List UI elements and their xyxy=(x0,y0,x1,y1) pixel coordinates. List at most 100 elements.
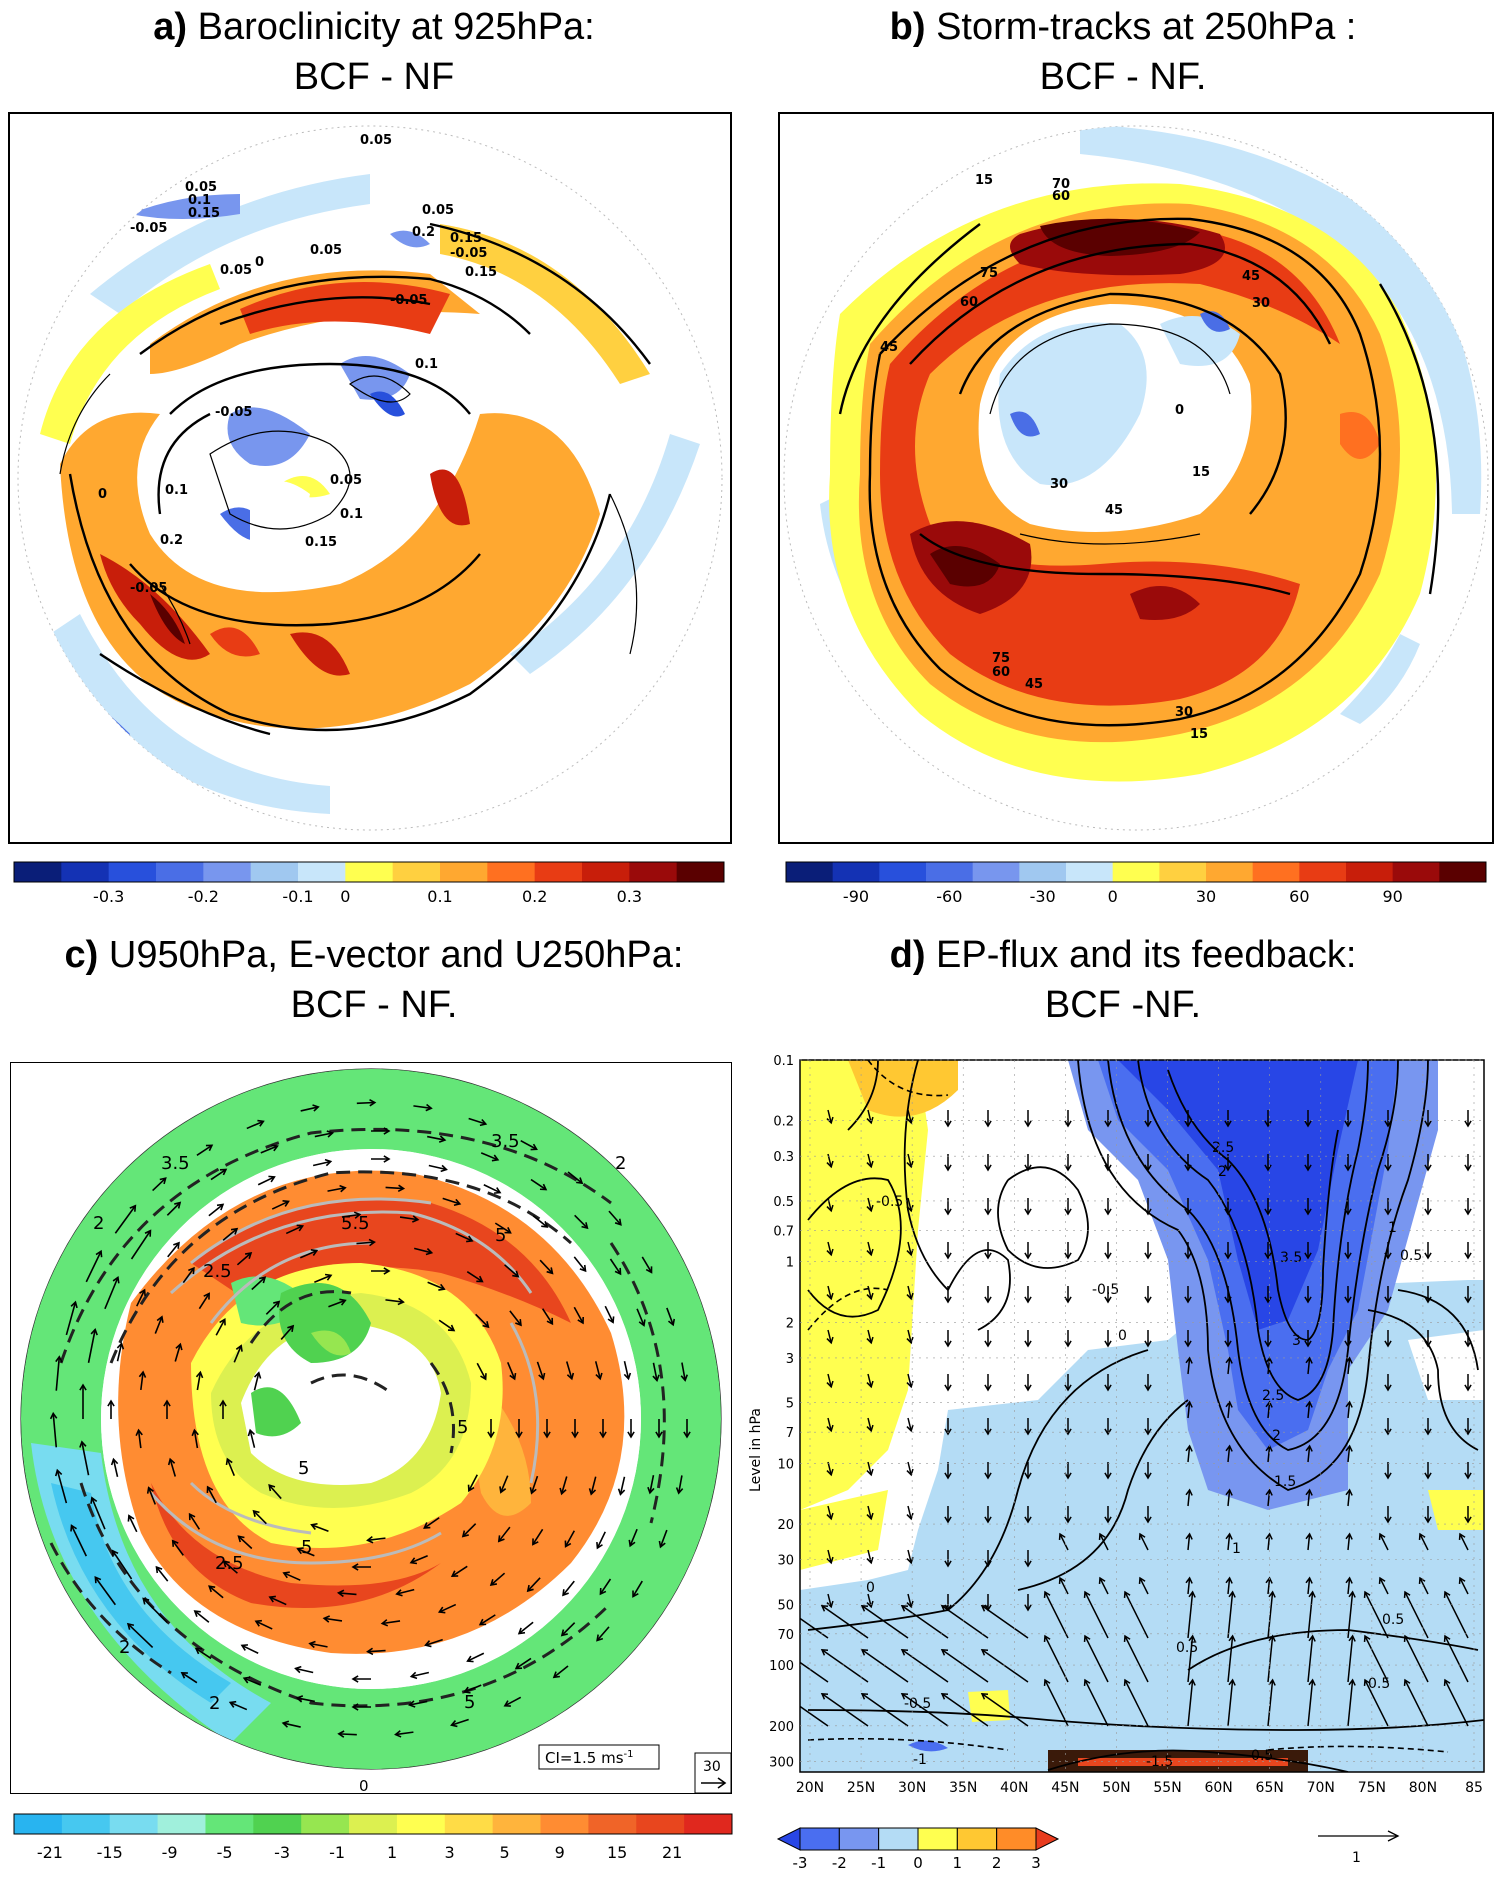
panel-d-xtick-4: 40N xyxy=(1000,1780,1028,1796)
panel-d-arrowhead-181 xyxy=(1265,1532,1273,1540)
panel-c-evectors xyxy=(49,1098,691,1738)
panel-b-colorbar-swatches xyxy=(785,861,1487,883)
panel-d-arrow-212 xyxy=(1124,1591,1149,1639)
panel-d-arrowhead-64 xyxy=(1344,1252,1352,1260)
panel-d-clabel-8: 3 xyxy=(1292,1333,1301,1349)
panel-d-arrowhead-58 xyxy=(1104,1252,1112,1260)
panel-b-colorbar-swatch-6 xyxy=(1066,862,1114,882)
panel-a-colorbar-swatch-9 xyxy=(440,862,488,882)
panel-b-clabel-12: 60 xyxy=(992,665,1010,680)
panel-c-arrow-181 xyxy=(356,1101,375,1105)
panel-c-arrow-4 xyxy=(311,1524,329,1532)
panel-c-arrowhead-107 xyxy=(127,1514,135,1522)
panel-d-arrowhead-143 xyxy=(1104,1472,1112,1480)
panel-d-colorbar: -3 -2 -1 0 1 2 3 xyxy=(776,1827,1060,1872)
panel-c-arrowhead-105 xyxy=(193,1610,201,1617)
panel-d-arrow-217 xyxy=(1347,1591,1354,1639)
panel-d-arrowhead-237 xyxy=(1443,1634,1451,1643)
panel-c-arrow-52 xyxy=(439,1603,457,1613)
panel-d-arrow-228 xyxy=(1084,1635,1109,1683)
panel-d-arrowhead-244 xyxy=(1043,1678,1051,1687)
panel-b-colorbar-border xyxy=(785,861,1487,883)
panel-d-arrow-111 xyxy=(1187,1357,1191,1375)
panel-c-arrowhead-175 xyxy=(95,1249,103,1258)
panel-d-arrowhead-75 xyxy=(1104,1296,1112,1304)
panel-c-arrowhead-58 xyxy=(167,1457,176,1466)
panel-c-arrow-132 xyxy=(297,1697,315,1703)
panel-c-arrowhead-17 xyxy=(351,1563,359,1571)
panel-a-clabel-11: 0.1 xyxy=(415,357,438,372)
panel-d-arrowhead-210 xyxy=(1043,1590,1051,1599)
panel-d-arrowhead-33 xyxy=(1464,1164,1472,1172)
panel-c-arrowhead-22 xyxy=(235,1344,243,1352)
panel-c-arrowhead-71 xyxy=(588,1488,597,1496)
panel-c-arrow-115 xyxy=(312,1160,331,1167)
panel-c-arrow-179 xyxy=(246,1120,264,1130)
panel-c-arrowhead-146 xyxy=(326,1130,334,1138)
panel-c-colorbar-swatch-12 xyxy=(588,1814,637,1834)
panel-c-arrowhead-130 xyxy=(408,1700,416,1708)
panel-d-arrow-172 xyxy=(907,1549,912,1563)
panel-c-arrow-105 xyxy=(194,1610,210,1623)
panel-c-arrow-79 xyxy=(208,1585,224,1599)
panel-d-ytick-15: 100 xyxy=(769,1659,794,1674)
panel-d-arrow-153 xyxy=(827,1505,832,1519)
panel-d-colorbar-tick-1: -2 xyxy=(832,1854,847,1872)
panel-c-arrowhead-95 xyxy=(627,1431,635,1439)
panel-d-arrowhead-85 xyxy=(826,1336,834,1345)
panel-d-arrow-52 xyxy=(867,1241,872,1255)
panel-d-ytick-8: 5 xyxy=(786,1397,794,1412)
panel-c-arrow-14 xyxy=(500,1475,509,1493)
panel-c-arrowhead-16 xyxy=(409,1557,418,1565)
panel-d-arrow-215 xyxy=(1267,1591,1274,1639)
panel-c-arrowhead-82 xyxy=(135,1428,143,1437)
panel-d-arrowhead-42 xyxy=(1144,1208,1152,1216)
panel-c-arrowhead-88 xyxy=(339,1184,347,1193)
panel-d-arrow-176 xyxy=(1059,1533,1069,1551)
panel-d-arrowhead-61 xyxy=(1224,1252,1232,1260)
panel-c-arrow-98 xyxy=(562,1580,575,1596)
panel-d-arrowhead-153 xyxy=(826,1512,834,1521)
panel-d-arrow-211 xyxy=(1084,1591,1109,1639)
panel-a-frame: 0.05 0.05 0.1 0.15 -0.05 0.2 0.15 0.05 0… xyxy=(8,112,732,844)
panel-d-arrow-200 xyxy=(1347,1577,1351,1595)
panel-c-arrowhead-43 xyxy=(368,1238,376,1247)
panel-d-clabel-17: 0.5 xyxy=(1368,1676,1390,1692)
panel-c-colorbar-swatch-0 xyxy=(14,1814,63,1834)
panel-d-clabel-9: 2.5 xyxy=(1262,1388,1284,1404)
panel-d-colorbar-tick-3: 0 xyxy=(913,1854,923,1872)
panel-c-arrow-67 xyxy=(504,1264,519,1278)
panel-d-arrow-121 xyxy=(907,1417,912,1431)
panel-d-arrowhead-118 xyxy=(1464,1384,1472,1392)
panel-d-arrow-189 xyxy=(907,1593,912,1607)
panel-c-arrowhead-124 xyxy=(647,1486,655,1495)
panel-d-arrow-218 xyxy=(1364,1591,1389,1639)
panel-d-arrow-208 xyxy=(941,1605,989,1639)
panel-d-arrowhead-138 xyxy=(906,1468,914,1477)
panel-d-letter: d) xyxy=(889,934,926,976)
panel-c-arrowhead-134 xyxy=(194,1647,203,1655)
panel-d-arrowhead-134 xyxy=(1424,1428,1432,1436)
panel-d-arrowhead-170 xyxy=(826,1556,834,1565)
panel-d-arrowhead-196 xyxy=(1185,1576,1193,1584)
panel-b-colorbar-swatch-11 xyxy=(1299,862,1347,882)
panel-d-arrowhead-30 xyxy=(1344,1164,1352,1172)
panel-d-arrow-193 xyxy=(1059,1577,1069,1595)
panel-c-arrowhead-162 xyxy=(450,1720,458,1728)
panel-c-arrowhead-173 xyxy=(55,1355,63,1363)
panel-d-arrowhead-14 xyxy=(1384,1120,1392,1128)
panel-c-arrowhead-117 xyxy=(440,1164,448,1173)
panel-c-arrow-171 xyxy=(56,1470,68,1504)
panel-a-clabel-0: 0.05 xyxy=(360,133,392,148)
panel-c-arrowhead-136 xyxy=(111,1549,119,1557)
panel-c-arrowhead-109 xyxy=(107,1399,115,1407)
panel-c-arrow-69 xyxy=(565,1361,573,1380)
panel-d-arrowhead-179 xyxy=(1185,1532,1193,1540)
panel-d-arrowhead-144 xyxy=(1144,1472,1152,1480)
panel-a-colorbar-swatch-10 xyxy=(487,862,536,882)
panel-d-arrowhead-13 xyxy=(1344,1120,1352,1128)
panel-d-arrow-241 xyxy=(901,1693,949,1727)
panel-c-arrowhead-56 xyxy=(222,1560,230,1568)
panel-c-arrow-101 xyxy=(411,1671,430,1678)
panel-d-xtick-0: 20N xyxy=(796,1780,824,1796)
